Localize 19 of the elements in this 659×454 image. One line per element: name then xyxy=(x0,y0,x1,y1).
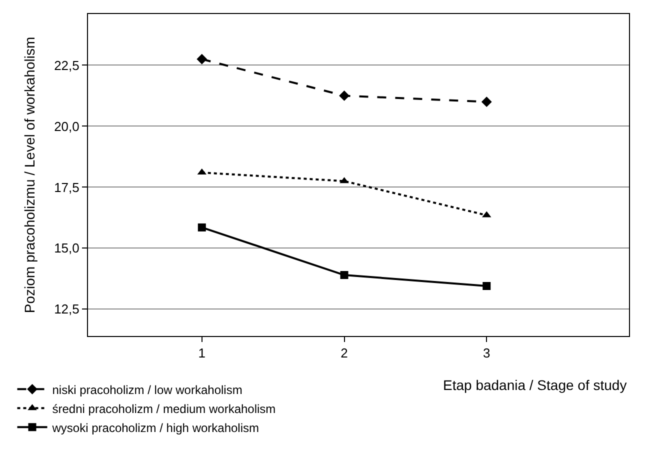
y-tick-label: 17,5 xyxy=(54,180,80,195)
point xyxy=(482,282,491,290)
y-tick-label: 12,5 xyxy=(54,302,80,317)
legend-label: wysoki pracoholizm / high workaholism xyxy=(51,420,260,435)
x-axis-title: Etap badania / Stage of study xyxy=(443,377,627,393)
legend-label: średni pracoholizm / medium workaholism xyxy=(52,402,276,416)
y-tick-label: 15,0 xyxy=(54,240,80,256)
point xyxy=(339,90,350,101)
point xyxy=(198,223,206,232)
legend-label: niski pracoholizm / low workaholism xyxy=(52,382,242,397)
x-tick-label: 2 xyxy=(340,346,348,361)
point xyxy=(340,271,348,280)
point xyxy=(196,54,208,64)
y-tick-label: 22,5 xyxy=(54,58,80,73)
y-tick-label: 20,0 xyxy=(54,118,80,134)
x-tick-label: 3 xyxy=(483,346,490,361)
point xyxy=(481,96,492,108)
y-axis-title: Poziom pracoholizmu / Level of workaholism xyxy=(22,36,38,314)
x-tick-label: 1 xyxy=(198,346,206,361)
